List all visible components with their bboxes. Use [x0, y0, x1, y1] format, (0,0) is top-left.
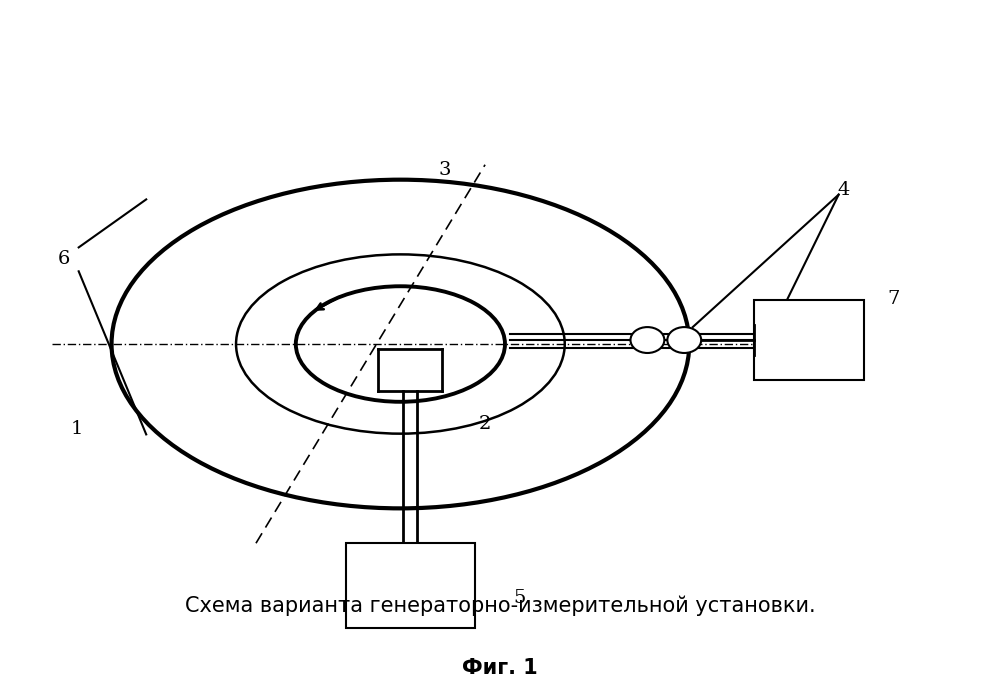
Text: 4: 4 [837, 180, 850, 199]
Text: 7: 7 [887, 290, 900, 308]
Text: Фиг. 1: Фиг. 1 [462, 658, 538, 678]
Bar [346, 543, 475, 628]
Text: Схема варианта генераторно-измерительной установки.: Схема варианта генераторно-измерительной… [185, 596, 815, 617]
Bar [754, 300, 864, 380]
Ellipse shape [667, 327, 701, 353]
Text: 6: 6 [58, 250, 70, 268]
Ellipse shape [630, 327, 664, 353]
Text: 5: 5 [514, 589, 526, 607]
Text: 2: 2 [479, 415, 491, 433]
Text: 3: 3 [439, 161, 451, 179]
Text: 1: 1 [71, 419, 83, 438]
Ellipse shape [296, 287, 505, 402]
Ellipse shape [112, 180, 689, 508]
Ellipse shape [236, 254, 565, 433]
